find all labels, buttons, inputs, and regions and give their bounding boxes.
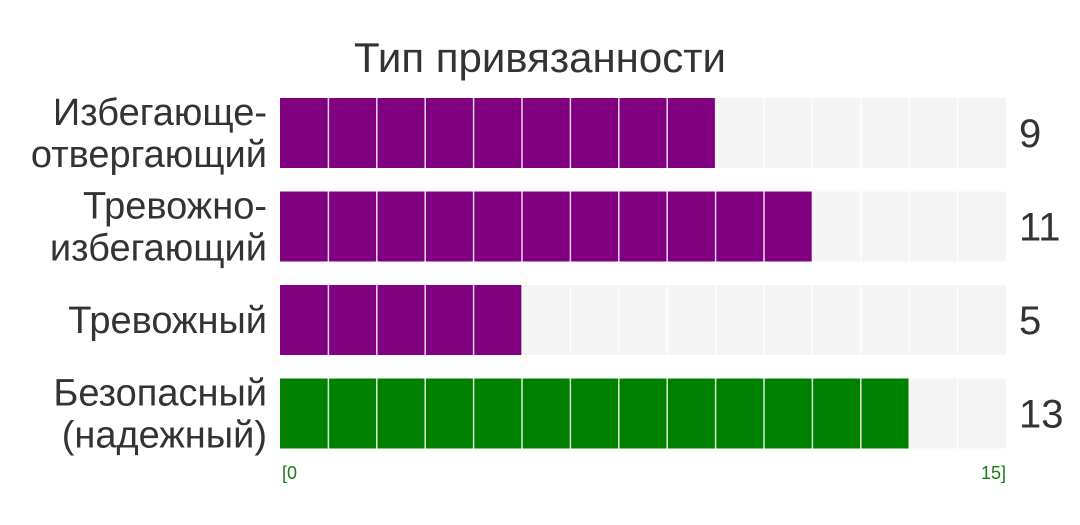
value-label: 5 xyxy=(1019,299,1041,343)
category-label: Тревожно-избегающий xyxy=(50,186,267,270)
chart-title: Тип привязанности xyxy=(354,34,726,81)
category-label-line: отвергающий xyxy=(31,134,267,176)
category-label-line: (надежный) xyxy=(62,415,267,457)
category-label-line: Избегающе- xyxy=(53,92,267,134)
category-label-line: Тревожный xyxy=(68,300,267,342)
category-label-line: избегающий xyxy=(50,228,267,270)
axis-max-label: 15] xyxy=(981,463,1006,483)
category-label: Избегающе-отвергающий xyxy=(31,92,267,176)
bar xyxy=(280,378,910,449)
bar xyxy=(280,98,716,168)
bar xyxy=(280,285,522,355)
value-label: 9 xyxy=(1019,112,1041,156)
axis-min-label: [0 xyxy=(282,463,297,483)
value-label: 13 xyxy=(1019,393,1064,437)
category-label: Тревожный xyxy=(68,300,267,342)
category-label-line: Безопасный xyxy=(53,373,267,415)
category-label-line: Тревожно- xyxy=(83,186,267,228)
category-label: Безопасный (надежный) xyxy=(53,373,267,457)
bar xyxy=(280,191,813,262)
value-label: 11 xyxy=(1019,206,1061,250)
